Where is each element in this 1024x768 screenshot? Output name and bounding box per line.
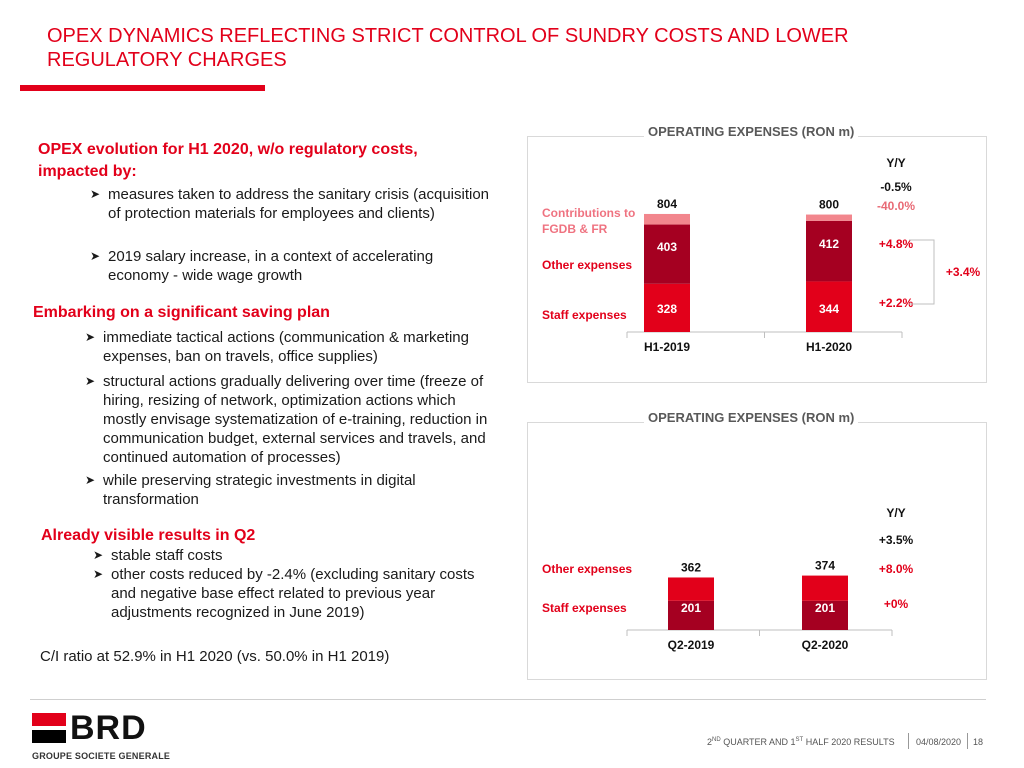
bullet-stable-staff: ➤ stable staff costs (93, 546, 501, 565)
bullet-other-costs: ➤ other costs reduced by -2.4% (excludin… (93, 565, 501, 622)
heading-saving-plan: Embarking on a significant saving plan (33, 304, 330, 321)
bullet-text: other costs reduced by -2.4% (excluding … (111, 566, 475, 621)
legend-label: Staff expenses (542, 601, 627, 615)
arrow-bullet-icon: ➤ (93, 548, 104, 562)
total-label: 804 (657, 197, 677, 211)
title-underline (20, 85, 265, 91)
bar-segment (802, 575, 848, 601)
page-title: OPEX DYNAMICS REFLECTING STRICT CONTROL … (47, 25, 849, 71)
bullet-sanitary-crisis: ➤ measures taken to address the sanitary… (90, 185, 493, 223)
page-number: 18 (973, 737, 984, 747)
arrow-bullet-icon: ➤ (85, 473, 96, 487)
bullet-text: 2019 salary increase, in a context of ac… (108, 248, 434, 284)
bar-segment (806, 281, 852, 332)
data-label: 201 (815, 601, 835, 615)
yoy-combined: +3.4% (946, 265, 981, 279)
brand-name: BRD (70, 709, 147, 747)
chart-title-h1: OPERATING EXPENSES (RON m) (644, 124, 859, 139)
data-label: 72 (660, 201, 674, 215)
chart-title-q2: OPERATING EXPENSES (RON m) (644, 410, 859, 425)
brd-logo-icon (32, 713, 66, 743)
bar-segment (644, 224, 690, 284)
legend-label: Other expenses (542, 258, 632, 272)
yoy-header: Y/Y (886, 506, 905, 520)
arrow-bullet-icon: ➤ (93, 567, 104, 581)
category-label: Q2-2019 (668, 638, 715, 652)
total-label: 374 (815, 559, 835, 573)
bullet-text: structural actions gradually delivering … (103, 373, 488, 466)
bar-segment (668, 600, 714, 630)
footer-separator (967, 733, 968, 749)
footer-separator (908, 733, 909, 749)
bullet-tactical-actions: ➤ immediate tactical actions (communicat… (85, 328, 498, 366)
footer-report-title: 2ND QUARTER AND 1ST HALF 2020 RESULTS (707, 737, 895, 747)
bullet-text: measures taken to address the sanitary c… (108, 186, 490, 222)
arrow-bullet-icon: ➤ (90, 249, 101, 263)
arrow-bullet-icon: ➤ (85, 374, 96, 388)
heading-opex-evolution: OPEX evolution for H1 2020, w/o regulato… (38, 141, 418, 180)
bar-segment (802, 600, 848, 630)
data-label: 403 (657, 240, 677, 254)
heading-visible-results: Already visible results in Q2 (41, 527, 256, 544)
arrow-bullet-icon: ➤ (85, 330, 96, 344)
bullet-structural-actions: ➤ structural actions gradually deliverin… (85, 372, 498, 467)
data-label: 201 (681, 601, 701, 615)
bullet-text: stable staff costs (111, 547, 223, 564)
bar-segment (806, 220, 852, 282)
bar-segment (806, 214, 852, 221)
bullet-text: while preserving strategic investments i… (103, 472, 416, 508)
legend-label: FGDB & FR (542, 222, 608, 236)
category-label: Q2-2020 (802, 638, 849, 652)
legend-label: Staff expenses (542, 308, 627, 322)
yoy-bracket (909, 239, 935, 305)
bar-segment (668, 577, 714, 601)
yoy-value: -40.0% (877, 199, 915, 213)
yoy-value: +4.8% (879, 237, 914, 251)
footer-date: 04/08/2020 (916, 737, 962, 747)
yoy-total: +3.5% (879, 533, 914, 547)
total-label: 362 (681, 560, 701, 574)
bullet-digital-investments: ➤ while preserving strategic investments… (85, 471, 498, 509)
category-label: H1-2020 (806, 340, 852, 354)
brand-group: GROUPE SOCIETE GENERALE (32, 751, 171, 761)
footer-divider (30, 699, 986, 700)
data-label: 160 (681, 566, 701, 580)
bar-segment (644, 283, 690, 332)
yoy-value: +2.2% (879, 296, 914, 310)
bar-segment (644, 213, 690, 225)
legend-label: Other expenses (542, 562, 632, 576)
data-label: 173 (815, 564, 835, 578)
data-label: 344 (819, 302, 839, 316)
yoy-value: +0% (884, 597, 909, 611)
yoy-header: Y/Y (886, 156, 905, 170)
arrow-bullet-icon: ➤ (90, 187, 101, 201)
data-label: 328 (657, 302, 677, 316)
yoy-total: -0.5% (880, 180, 912, 194)
bullet-text: immediate tactical actions (communicatio… (103, 329, 469, 365)
category-label: H1-2019 (644, 340, 690, 354)
data-label: 412 (819, 237, 839, 251)
data-label: 43 (822, 203, 836, 217)
yoy-value: +8.0% (879, 562, 914, 576)
ci-ratio-note: C/I ratio at 52.9% in H1 2020 (vs. 50.0%… (40, 648, 390, 665)
total-label: 800 (819, 198, 839, 212)
bullet-salary-increase: ➤ 2019 salary increase, in a context of … (90, 247, 493, 285)
legend-label: Contributions to (542, 206, 635, 220)
